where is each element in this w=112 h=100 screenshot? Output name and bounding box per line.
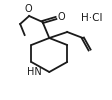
Text: H·Cl: H·Cl <box>81 13 103 23</box>
Text: O: O <box>24 4 32 14</box>
Text: HN: HN <box>27 67 41 77</box>
Text: O: O <box>58 12 65 22</box>
